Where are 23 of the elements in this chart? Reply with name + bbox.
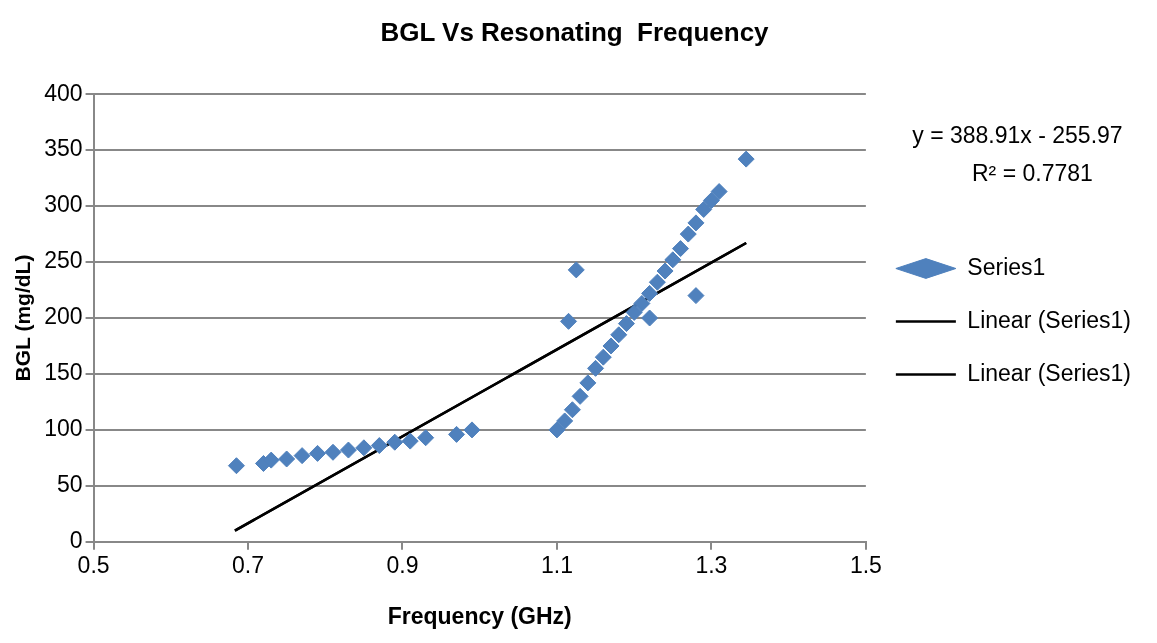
x-tick-label: 1.5 xyxy=(849,551,882,578)
x-tick-label: 1.3 xyxy=(695,551,728,578)
x-tick-label: 1.1 xyxy=(540,551,573,578)
legend-label: Series1 xyxy=(967,253,1046,280)
y-tick-label: 100 xyxy=(44,415,83,442)
y-tick-label: 250 xyxy=(44,247,83,274)
y-tick-label: 200 xyxy=(44,303,83,330)
legend-label: Linear (Series1) xyxy=(967,359,1132,386)
text: R² = 0.7781 xyxy=(972,159,1093,186)
y-tick-label: 400 xyxy=(44,79,83,106)
x-tick-label: 0.9 xyxy=(386,551,419,578)
text: y = 388.91x - 255.97 xyxy=(912,121,1123,148)
x-axis-title: Frequency (GHz) xyxy=(387,602,572,629)
x-tick-label: 0.5 xyxy=(77,551,110,578)
y-tick-label: 300 xyxy=(44,191,83,218)
y-tick-label: 0 xyxy=(69,527,83,554)
y-tick-label: 150 xyxy=(44,359,83,386)
x-tick-label: 0.7 xyxy=(232,551,265,578)
y-tick-label: 350 xyxy=(44,135,83,162)
legend-label: Linear (Series1) xyxy=(967,306,1132,333)
chart-title: BGL Vs Resonating Frequency xyxy=(380,16,770,47)
y-axis-title: BGL (mg/dL) xyxy=(11,254,35,382)
y-tick-label: 50 xyxy=(56,471,83,498)
